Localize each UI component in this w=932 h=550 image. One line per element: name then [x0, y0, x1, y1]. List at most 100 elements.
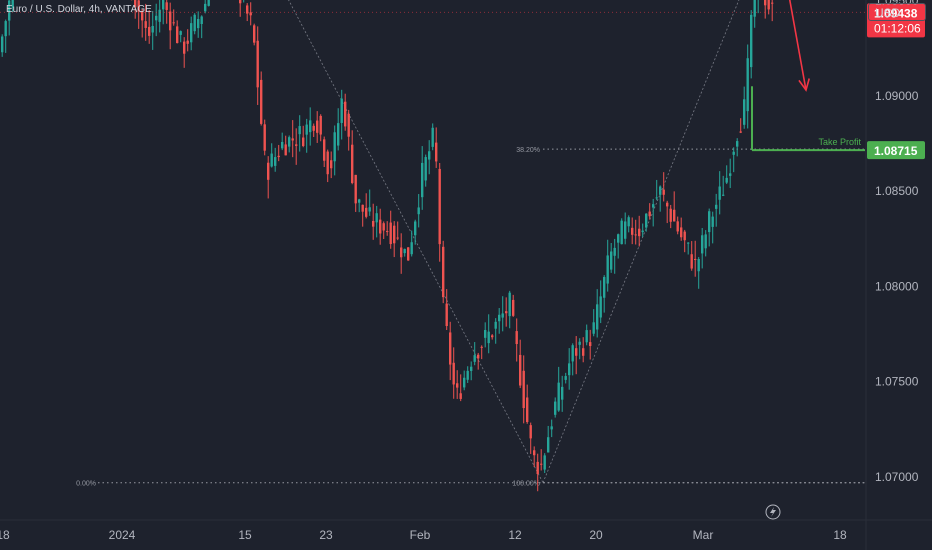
candle-body — [449, 332, 452, 365]
candle-body — [386, 231, 389, 233]
candle-body — [571, 345, 574, 362]
candle-body — [652, 204, 655, 208]
candle-body — [743, 99, 746, 125]
candle-body — [568, 363, 571, 376]
candle-body — [554, 401, 557, 415]
candle-body — [375, 213, 378, 223]
lightning-icon[interactable] — [765, 504, 781, 520]
candle-body — [316, 120, 319, 133]
candle-body — [270, 153, 273, 167]
fibonacci-retracements: 100.00%78.60%61.80%0.00%0.00%38.20%100.0… — [76, 0, 865, 488]
candle-body — [515, 331, 518, 345]
fib-level-label: 0.00% — [76, 481, 96, 488]
candle-body — [704, 234, 707, 249]
level-name-label: Take Profit — [818, 137, 861, 147]
candle-body — [277, 155, 280, 158]
candle-body — [361, 204, 364, 212]
candle-body — [256, 40, 259, 88]
candle-body — [771, 2, 774, 4]
candle-body — [522, 370, 525, 409]
candle-body — [596, 304, 599, 330]
candle-body — [291, 138, 294, 141]
candle-body — [487, 331, 490, 344]
level-price-label: 1.08715 — [874, 144, 918, 158]
candle-body — [494, 321, 497, 329]
candle-body — [536, 461, 539, 475]
currency-button[interactable]: USD — [868, 3, 926, 21]
projection-arrow-head — [798, 78, 810, 92]
candle-body — [613, 247, 616, 256]
bar-countdown-label: 01:12:06 — [874, 21, 921, 35]
candle-body — [533, 450, 536, 456]
candle-body — [505, 311, 508, 314]
candle-body — [424, 157, 427, 181]
candle-body — [764, 0, 767, 6]
candle-body — [284, 144, 287, 156]
candle-body — [750, 14, 753, 68]
candle-body — [470, 366, 473, 371]
fib-trend-line-left — [288, 0, 544, 483]
symbol-title: Euro / U.S. Dollar, 4h, VANTAGE — [6, 4, 152, 15]
candle-body — [585, 330, 588, 343]
candle-body — [351, 144, 354, 183]
candle-body — [158, 9, 161, 22]
candle-body — [634, 234, 637, 236]
candle-body — [732, 151, 735, 155]
candle-body — [543, 455, 546, 470]
candle-body — [155, 15, 158, 21]
candle-body — [697, 258, 700, 272]
candle-body — [179, 31, 182, 35]
candle-body — [578, 341, 581, 345]
candle-body — [690, 254, 693, 269]
time-tick-label: 15 — [238, 528, 252, 542]
candle-body — [431, 127, 434, 147]
candle-body — [491, 335, 494, 338]
price-axis[interactable]: 1.115001.110001.105001.100001.095001.090… — [875, 0, 919, 484]
candle-body — [582, 348, 585, 356]
candle-body — [295, 144, 298, 146]
trade-levels: Stop Loss1.10474Sell Entry1.09842Take Pr… — [0, 0, 925, 520]
candle-body — [144, 21, 147, 28]
candle-body — [169, 11, 172, 31]
candle-body — [550, 426, 553, 430]
candle-body — [722, 194, 725, 196]
candle-body — [435, 142, 438, 162]
price-tick-label: 1.07500 — [875, 375, 919, 389]
candle-body — [207, 0, 210, 6]
candle-body — [477, 354, 480, 359]
candle-body — [645, 213, 648, 228]
candle-body — [662, 189, 665, 195]
candle-body — [508, 292, 511, 317]
candle-body — [333, 132, 336, 162]
candle-body — [529, 425, 532, 439]
candle-body — [473, 355, 476, 362]
time-tick-label: 2024 — [109, 528, 136, 542]
candle-body — [326, 151, 329, 175]
candle-body — [165, 2, 168, 10]
candle-body — [330, 160, 333, 169]
candle-body — [715, 204, 718, 209]
candle-body — [666, 202, 669, 207]
candle-body — [575, 348, 578, 356]
fib-level-label: 100.00% — [512, 481, 540, 488]
candle-body — [344, 101, 347, 127]
candle-body — [337, 123, 340, 146]
candle-body — [148, 26, 151, 36]
candle-body — [137, 0, 140, 12]
price-tick-label: 1.08000 — [875, 279, 919, 293]
candle-body — [519, 354, 522, 386]
candle-body — [186, 40, 189, 44]
candlesticks — [1, 0, 774, 492]
candle-body — [438, 168, 441, 245]
candle-body — [617, 234, 620, 243]
candle-body — [708, 211, 711, 233]
candle-body — [631, 227, 634, 235]
candle-body — [501, 313, 504, 318]
candle-body — [372, 220, 375, 227]
candle-body — [176, 26, 179, 44]
candle-body — [557, 382, 560, 411]
time-axis[interactable]: 18 2024 15 23 Feb 12 20 Mar 18 — [0, 528, 847, 542]
candle-body — [246, 5, 249, 14]
